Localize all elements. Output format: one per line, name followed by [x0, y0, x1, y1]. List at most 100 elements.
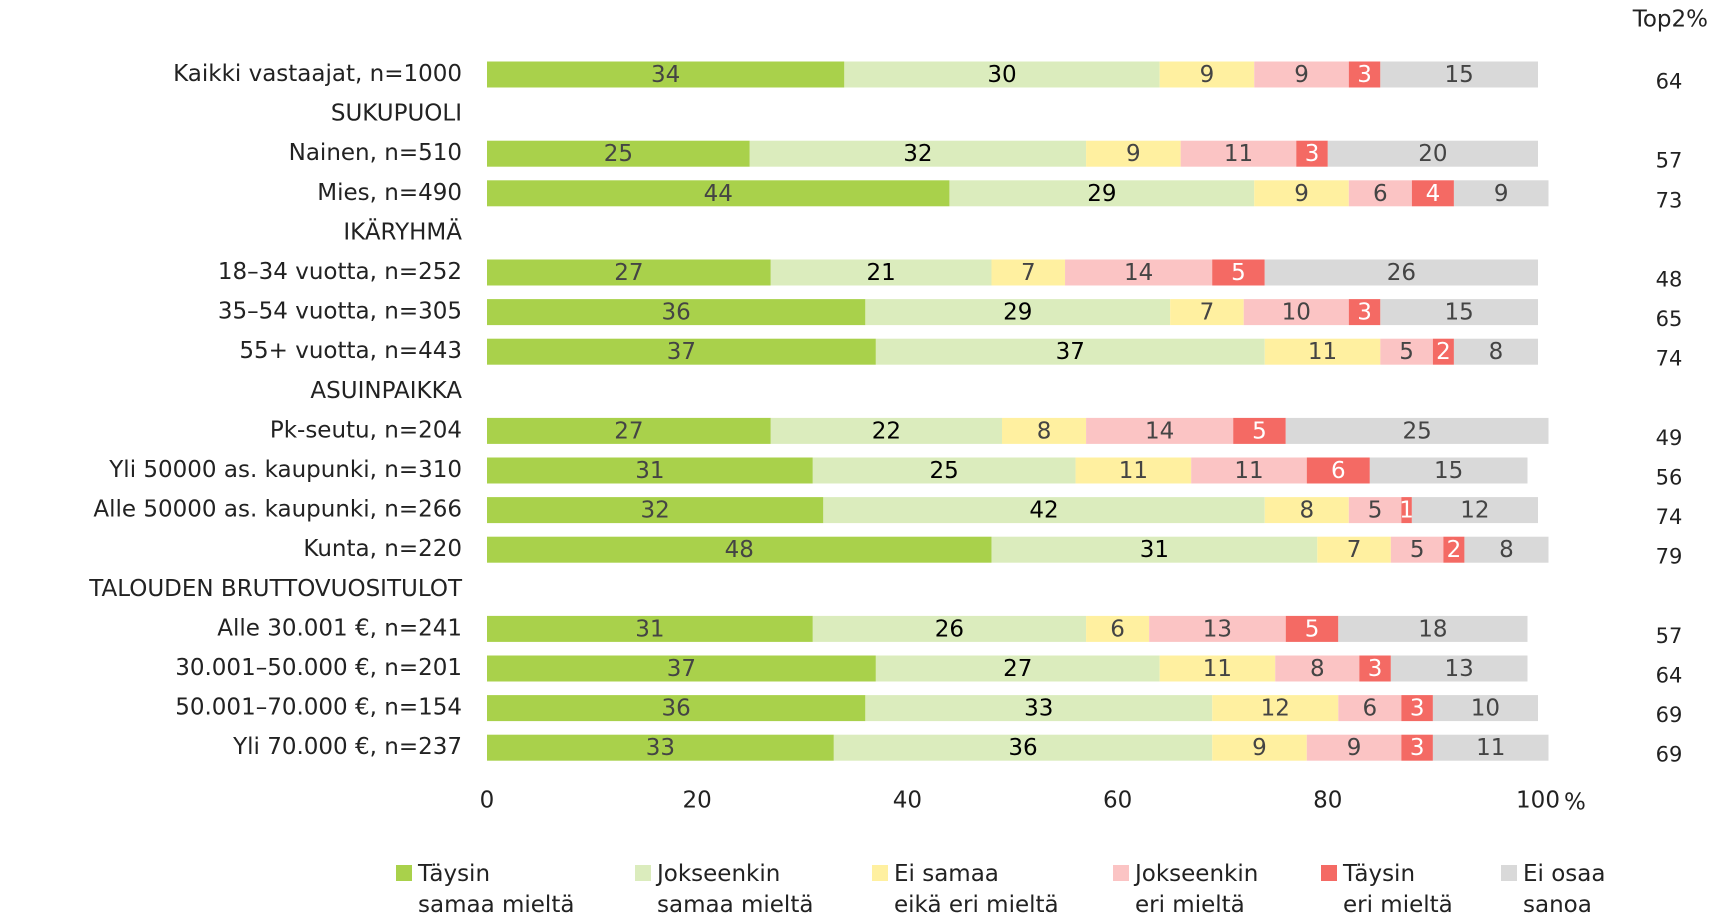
value-label: 27 [614, 418, 643, 444]
top2-value: 69 [1656, 743, 1683, 767]
top2-value: 74 [1656, 347, 1683, 371]
bar-segment [487, 655, 876, 682]
bar-segment [1411, 180, 1454, 207]
legend-swatch [396, 865, 412, 881]
legend-label: Jokseenkin samaa mieltä [657, 861, 814, 918]
value-label: 33 [1024, 696, 1053, 722]
value-label: 8 [1499, 537, 1514, 563]
bar-segment [1369, 457, 1528, 484]
value-label: 37 [667, 656, 696, 682]
legend-label: Ei osaa sanoa [1523, 861, 1606, 918]
bar-segment [1327, 140, 1538, 167]
bar-segment [833, 734, 1213, 761]
bar-segment [1338, 615, 1528, 642]
value-label: 3 [1410, 735, 1425, 761]
value-label: 3 [1368, 656, 1383, 682]
legend-item: Jokseenkin eri mieltä [1113, 859, 1258, 921]
category-label: 35–54 vuotta, n=305 [218, 299, 462, 325]
bar-segment [1149, 615, 1286, 642]
value-label: 3 [1305, 141, 1320, 167]
bar-segment [844, 61, 1160, 88]
category-label: TALOUDEN BRUTTOVUOSITULOT [88, 576, 463, 602]
value-label: 29 [1003, 300, 1032, 326]
bar-segment [1306, 457, 1370, 484]
bar-segment [1180, 140, 1297, 167]
bar-segment [1285, 615, 1339, 642]
value-label: 37 [1056, 339, 1085, 365]
category-label: IKÄRYHMÄ [343, 217, 462, 245]
value-label: 44 [704, 181, 733, 207]
bar-segment [1390, 655, 1528, 682]
bar-segment [1075, 457, 1192, 484]
bar-segment [1432, 338, 1454, 365]
bar-segment [1453, 338, 1538, 365]
value-label: 8 [1489, 339, 1504, 365]
bar-segment [1443, 536, 1465, 563]
value-label: 31 [635, 458, 664, 484]
bar-segment [487, 180, 950, 207]
legend-swatch [1321, 865, 1337, 881]
value-label: 15 [1445, 62, 1474, 88]
value-label: 13 [1445, 656, 1474, 682]
bar-segment [487, 695, 866, 722]
bar-segment [1296, 140, 1328, 167]
value-label: 36 [662, 696, 691, 722]
bar-segment [1233, 417, 1286, 444]
value-label: 36 [662, 300, 691, 326]
value-label: 6 [1110, 616, 1125, 642]
bar-segment [1432, 734, 1549, 761]
value-label: 9 [1200, 62, 1215, 88]
bar-segment [875, 655, 1160, 682]
bar-segment [1065, 259, 1213, 286]
bar-segment [1348, 180, 1412, 207]
value-label: 18 [1418, 616, 1447, 642]
value-label: 5 [1231, 260, 1246, 286]
value-label: 21 [866, 260, 895, 286]
bar-segment [1453, 180, 1549, 207]
bar-segment [487, 299, 866, 326]
value-label: 10 [1471, 696, 1500, 722]
legend-swatch [1113, 865, 1129, 881]
value-label: 9 [1252, 735, 1267, 761]
top2-value: 49 [1656, 426, 1683, 450]
bar-segment [1159, 655, 1276, 682]
value-label: 48 [725, 537, 754, 563]
bar-segment [1401, 695, 1433, 722]
category-label: 50.001–70.000 €, n=154 [175, 695, 462, 721]
bar-segment [1212, 259, 1265, 286]
value-label: 22 [872, 418, 901, 444]
bar-segment [991, 259, 1066, 286]
value-label: 11 [1119, 458, 1148, 484]
legend-label: Täysin eri mieltä [1343, 861, 1453, 918]
value-label: 3 [1357, 62, 1372, 88]
category-label: SUKUPUOLI [331, 101, 462, 127]
value-label: 5 [1305, 616, 1320, 642]
value-label: 9 [1494, 181, 1509, 207]
value-label: 11 [1476, 735, 1505, 761]
value-label: 2 [1447, 537, 1462, 563]
bar-segment [487, 338, 876, 365]
value-label: 3 [1357, 300, 1372, 326]
value-label: 27 [1003, 656, 1032, 682]
bar-segment [812, 457, 1076, 484]
bar-segment [770, 417, 1002, 444]
top2-value: 57 [1656, 624, 1683, 648]
bar-segment [1243, 299, 1349, 326]
top2-value: 65 [1656, 307, 1683, 331]
value-label: 9 [1294, 181, 1309, 207]
value-label: 33 [646, 735, 675, 761]
value-label: 7 [1200, 300, 1215, 326]
bar-segment [1159, 61, 1255, 88]
value-label: 32 [641, 498, 670, 524]
x-tick-label: 60 [1103, 788, 1132, 814]
bar-segment [1380, 61, 1538, 88]
bar-segment [949, 180, 1255, 207]
bar-segment [487, 497, 824, 524]
legend-swatch [635, 865, 651, 881]
value-label: 42 [1029, 498, 1058, 524]
bar-segment [1411, 497, 1538, 524]
bar-segment [1359, 655, 1391, 682]
value-label: 37 [667, 339, 696, 365]
value-label: 6 [1331, 458, 1346, 484]
